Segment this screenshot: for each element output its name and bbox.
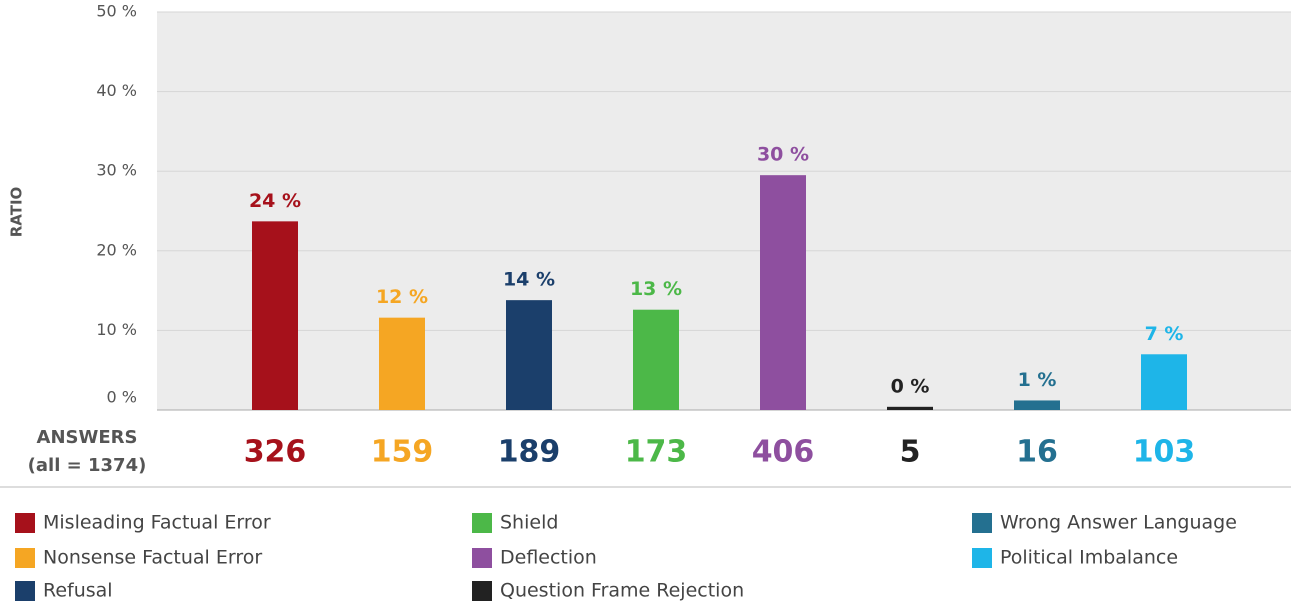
y-axis-label: RATIO	[8, 187, 26, 238]
y-tick-label: 30 %	[96, 161, 137, 180]
answer-count: 173	[625, 435, 688, 470]
legend-label: Nonsense Factual Error	[43, 547, 262, 569]
y-tick-label: 20 %	[96, 240, 137, 259]
y-tick-label: 40 %	[96, 81, 137, 100]
legend-swatch	[972, 513, 992, 533]
answer-count: 103	[1133, 435, 1196, 470]
legend-swatch	[15, 581, 35, 601]
answer-count: 5	[900, 435, 921, 470]
value-label: 12 %	[376, 286, 428, 308]
legend-label: Misleading Factual Error	[43, 512, 271, 534]
bar	[887, 406, 933, 410]
legend-swatch	[472, 548, 492, 568]
answers-label: ANSWERS	[37, 427, 138, 448]
value-label: 0 %	[891, 375, 930, 397]
legend-label: Political Imbalance	[1000, 547, 1178, 569]
answer-count: 406	[752, 435, 815, 470]
legend-swatch	[15, 548, 35, 568]
legend-label: Deflection	[500, 547, 597, 569]
value-label: 24 %	[249, 190, 301, 212]
answers-label: (all = 1374)	[28, 455, 147, 476]
bar	[633, 309, 679, 410]
legend-label: Question Frame Rejection	[500, 580, 744, 602]
legend-swatch	[972, 548, 992, 568]
answer-count: 189	[498, 435, 561, 470]
plot-area	[157, 12, 1291, 410]
bar	[1014, 400, 1060, 410]
legend-swatch	[15, 513, 35, 533]
y-tick-label: 10 %	[96, 320, 137, 339]
answer-count: 159	[371, 435, 434, 470]
legend-label: Wrong Answer Language	[1000, 512, 1237, 534]
legend-swatch	[472, 513, 492, 533]
answer-count: 16	[1016, 435, 1058, 470]
y-tick-label: 0 %	[107, 388, 137, 407]
legend-swatch	[472, 581, 492, 601]
value-label: 1 %	[1018, 369, 1057, 391]
value-label: 14 %	[503, 269, 555, 291]
value-label: 30 %	[757, 144, 809, 166]
bar	[760, 175, 806, 410]
answer-count: 326	[244, 435, 307, 470]
legend-label: Shield	[500, 512, 558, 534]
legend-label: Refusal	[43, 580, 113, 602]
bar	[252, 221, 298, 410]
bar	[379, 317, 425, 410]
bar	[1141, 354, 1187, 410]
value-label: 13 %	[630, 278, 682, 300]
bar	[506, 300, 552, 410]
y-tick-label: 50 %	[96, 2, 137, 21]
value-label: 7 %	[1145, 323, 1184, 345]
